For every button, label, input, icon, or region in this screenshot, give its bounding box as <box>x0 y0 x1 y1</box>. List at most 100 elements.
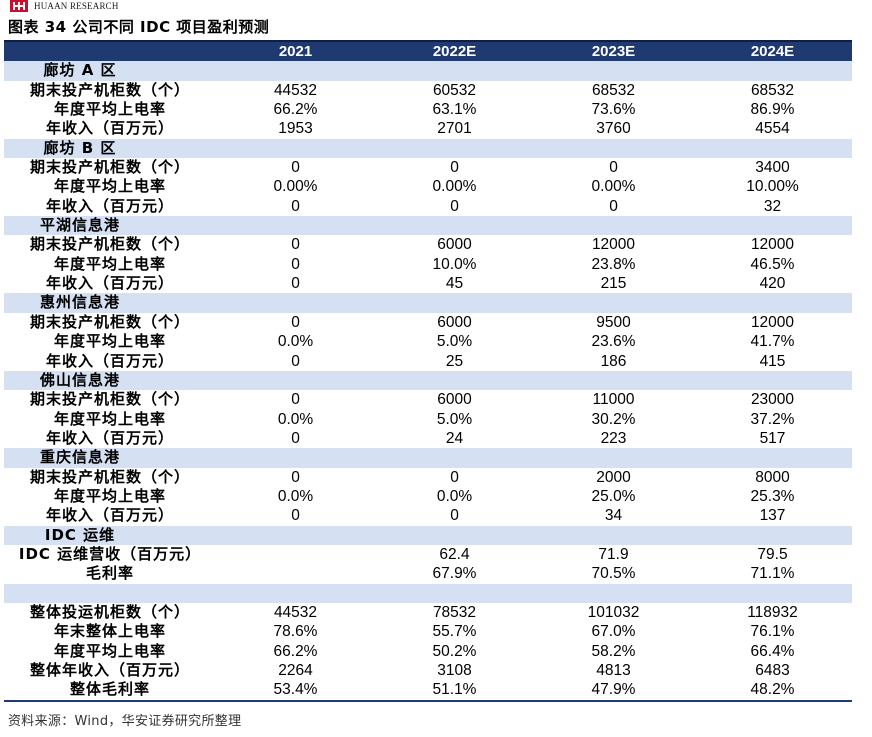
table-row: 年收入（百万元） 1953 2701 3760 4554 <box>4 119 852 138</box>
value-cell: 60532 <box>432 81 477 99</box>
value-cell: 23.8% <box>591 255 636 273</box>
value-cell: 0 <box>291 275 300 293</box>
row-label: 年度平均上电率 <box>53 409 166 428</box>
section-fill-cell <box>693 216 852 236</box>
section-row: 佛山信息港 <box>4 370 852 391</box>
section-title: 佛山信息港 <box>4 370 216 391</box>
section-title: IDC 运维 <box>4 525 216 545</box>
value-cell: 0.00% <box>432 178 477 196</box>
table-row: 年收入（百万元） 0 24 223 517 <box>4 429 852 448</box>
section-fill-cell <box>375 525 534 545</box>
section-fill-cell <box>534 61 693 81</box>
section-row: 廊坊 A 区 <box>4 61 852 81</box>
value-cell: 137 <box>759 507 786 525</box>
value-cell: 0 <box>291 352 300 370</box>
value-cell: 67.0% <box>591 623 636 641</box>
value-cell: 0.0% <box>277 333 314 351</box>
table-row: 年收入（百万元） 0 45 215 420 <box>4 274 852 293</box>
row-label: 年度平均上电率 <box>53 254 166 273</box>
value-cell: 71.9 <box>598 545 629 563</box>
row-label: 年收入（百万元） <box>45 506 174 525</box>
value-cell: 44532 <box>273 81 318 99</box>
table-row: 整体毛利率 53.4% 51.1% 47.9% 48.2% <box>4 680 852 702</box>
value-cell: 0.00% <box>273 178 318 196</box>
row-label: 年收入（百万元） <box>45 274 174 293</box>
value-cell: 517 <box>759 429 786 447</box>
value-cell <box>216 564 375 583</box>
value-cell: 4813 <box>596 662 631 679</box>
value-cell: 0 <box>291 159 300 177</box>
section-fill-cell <box>534 216 693 236</box>
value-cell: 78532 <box>432 603 477 621</box>
row-label: 年度平均上电率 <box>53 641 166 660</box>
huaan-logo-icon <box>10 0 28 12</box>
section-fill-cell <box>693 138 852 159</box>
table-row: 期末投产机柜数（个） 0 6000 11000 23000 <box>4 390 852 409</box>
value-cell: 0 <box>291 197 300 215</box>
section-fill-cell <box>534 448 693 468</box>
value-cell: 10.0% <box>432 255 477 273</box>
section-fill-cell <box>216 583 375 603</box>
table-row: 年收入（百万元） 0 0 34 137 <box>4 506 852 525</box>
value-cell: 186 <box>600 352 627 370</box>
value-cell: 23.6% <box>591 333 636 351</box>
table-row: 年收入（百万元） 0 25 186 415 <box>4 352 852 371</box>
table-row: 期末投产机柜数（个） 0 0 2000 8000 <box>4 468 852 487</box>
value-cell: 3400 <box>755 159 790 177</box>
row-label: 年度平均上电率 <box>53 332 166 351</box>
value-cell: 0.0% <box>436 487 473 505</box>
section-row: 廊坊 B 区 <box>4 138 852 159</box>
figure-title: 图表 34 公司不同 IDC 项目盈利预测 <box>8 18 270 36</box>
row-label: 期末投产机柜数（个） <box>29 235 190 254</box>
row-label: 年收入（百万元） <box>45 196 174 215</box>
row-label: 期末投产机柜数（个） <box>29 467 190 486</box>
section-fill-cell <box>216 525 375 545</box>
value-cell: 68532 <box>591 81 636 99</box>
value-cell: 86.9% <box>750 101 795 119</box>
row-label: 整体投运机柜数（个） <box>29 602 190 621</box>
value-cell: 73.6% <box>591 101 636 119</box>
value-cell: 2000 <box>596 468 631 486</box>
section-title: 廊坊 A 区 <box>4 61 216 81</box>
table-row: 整体投运机柜数（个） 44532 78532 101032 118932 <box>4 603 852 622</box>
value-cell: 3108 <box>437 662 472 679</box>
section-title: 廊坊 B 区 <box>4 138 216 159</box>
value-cell: 25.3% <box>750 487 795 505</box>
value-cell: 63.1% <box>432 101 477 119</box>
value-cell: 0 <box>450 197 459 215</box>
value-cell: 11000 <box>592 391 635 409</box>
section-fill-cell <box>216 138 375 159</box>
value-cell: 0 <box>450 468 459 486</box>
row-label: 年收入（百万元） <box>45 351 174 370</box>
table-row: 年度平均上电率 0.00% 0.00% 0.00% 10.00% <box>4 177 852 196</box>
section-title <box>4 583 216 603</box>
table-row: 期末投产机柜数（个） 0 6000 9500 12000 <box>4 313 852 332</box>
value-cell: 41.7% <box>750 333 795 351</box>
section-fill-cell <box>375 216 534 236</box>
value-cell: 8000 <box>755 468 790 486</box>
value-cell: 0 <box>291 236 300 254</box>
table-row: 年度平均上电率 0.0% 5.0% 30.2% 37.2% <box>4 410 852 429</box>
value-cell: 0.0% <box>277 487 314 505</box>
section-fill-cell <box>534 138 693 159</box>
value-cell: 34 <box>604 507 623 525</box>
table-body: 廊坊 A 区期末投产机柜数（个） 44532 60532 68532 68532 年度平均… <box>4 61 852 702</box>
value-cell: 37.2% <box>750 410 795 428</box>
row-label: 期末投产机柜数（个） <box>29 80 190 99</box>
value-cell: 5.0% <box>436 333 473 351</box>
section-fill-cell <box>216 448 375 468</box>
header-cell-2023e: 2023E <box>534 39 693 62</box>
section-fill-cell <box>693 370 852 391</box>
value-cell: 0 <box>609 159 618 177</box>
value-cell: 2264 <box>278 662 313 679</box>
value-cell: 45 <box>445 275 464 293</box>
row-label: 期末投产机柜数（个） <box>29 158 190 177</box>
value-cell: 62.4 <box>439 545 470 563</box>
section-fill-cell <box>216 293 375 313</box>
table-row: 年度平均上电率 66.2% 50.2% 58.2% 66.4% <box>4 642 852 661</box>
value-cell: 0 <box>291 313 300 331</box>
value-cell: 0 <box>609 197 618 215</box>
section-fill-cell <box>216 61 375 81</box>
section-fill-cell <box>375 293 534 313</box>
table-row: 期末投产机柜数（个） 0 0 0 3400 <box>4 158 852 177</box>
